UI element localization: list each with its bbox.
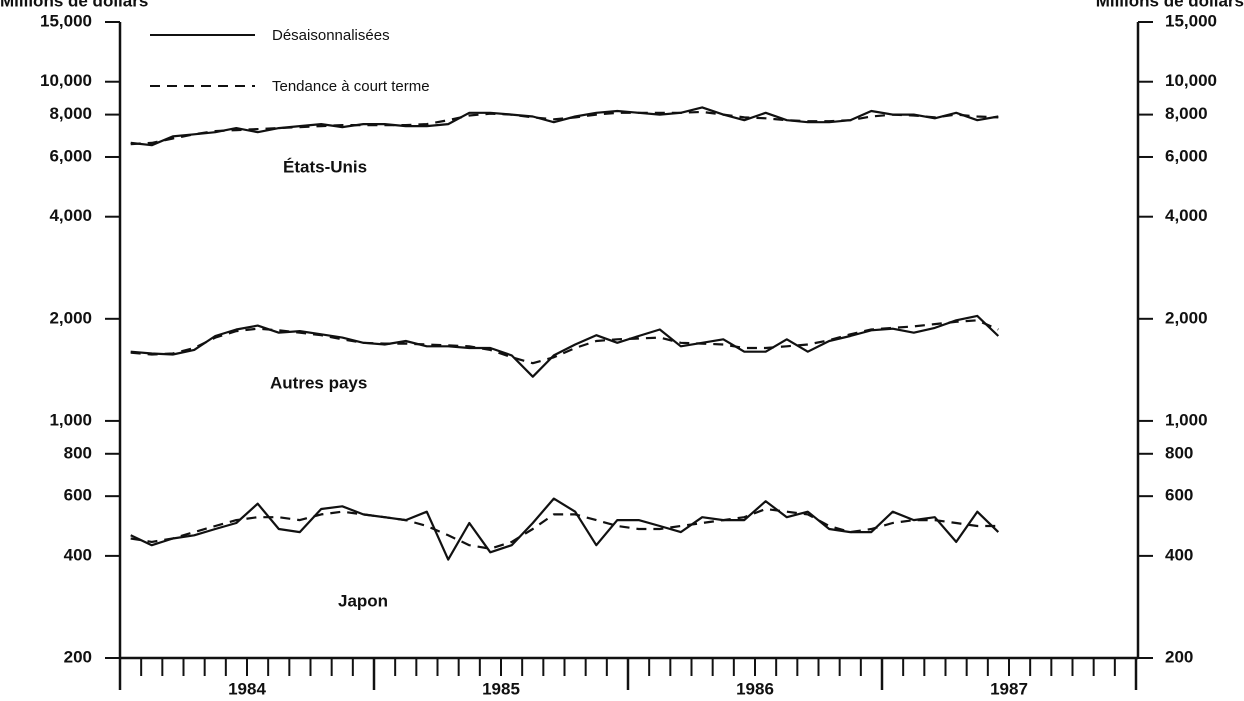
y2-tick-label: 6,000 xyxy=(1165,146,1208,165)
trend-line xyxy=(130,110,999,146)
y-tick-label: 2,000 xyxy=(49,308,92,327)
y-tick-label: 6,000 xyxy=(49,146,92,165)
series-label: Japon xyxy=(338,591,388,610)
y-tick-label: 4,000 xyxy=(49,206,92,225)
y2-axis-label: Millions de dollars xyxy=(1096,0,1244,10)
y2-tick-label: 800 xyxy=(1165,443,1193,462)
y-tick-label: 1,000 xyxy=(49,410,92,429)
y-tick-label: 8,000 xyxy=(49,104,92,123)
y2-tick-label: 400 xyxy=(1165,545,1193,564)
y-tick-label: 10,000 xyxy=(40,71,92,90)
x-tick-label: 1984 xyxy=(228,679,266,698)
y-tick-label: 15,000 xyxy=(40,11,92,30)
y2-tick-label: 1,000 xyxy=(1165,410,1208,429)
legend-label: Désaisonnalisées xyxy=(272,27,390,44)
y2-tick-label: 15,000 xyxy=(1165,11,1217,30)
y-tick-label: 200 xyxy=(64,647,92,666)
trend-line xyxy=(130,319,999,365)
y-tick-label: 400 xyxy=(64,545,92,564)
y2-tick-label: 200 xyxy=(1165,647,1193,666)
legend-label: Tendance à court terme xyxy=(272,78,430,95)
x-tick-label: 1987 xyxy=(990,679,1028,698)
y-axis-label: Millions de dollars xyxy=(0,0,148,10)
y2-tick-label: 2,000 xyxy=(1165,308,1208,327)
series-label: États-Unis xyxy=(283,157,367,176)
x-tick-label: 1985 xyxy=(482,679,520,698)
x-tick-label: 1986 xyxy=(736,679,774,698)
series-line xyxy=(130,314,1000,378)
trend-line xyxy=(130,507,999,550)
series-line xyxy=(130,106,999,147)
series-label: Autres pays xyxy=(270,373,367,392)
y-tick-label: 800 xyxy=(64,443,92,462)
y2-tick-label: 600 xyxy=(1165,486,1193,505)
y-tick-label: 600 xyxy=(64,486,92,505)
y2-tick-label: 8,000 xyxy=(1165,104,1208,123)
y2-tick-label: 10,000 xyxy=(1165,71,1217,90)
y2-tick-label: 4,000 xyxy=(1165,206,1208,225)
